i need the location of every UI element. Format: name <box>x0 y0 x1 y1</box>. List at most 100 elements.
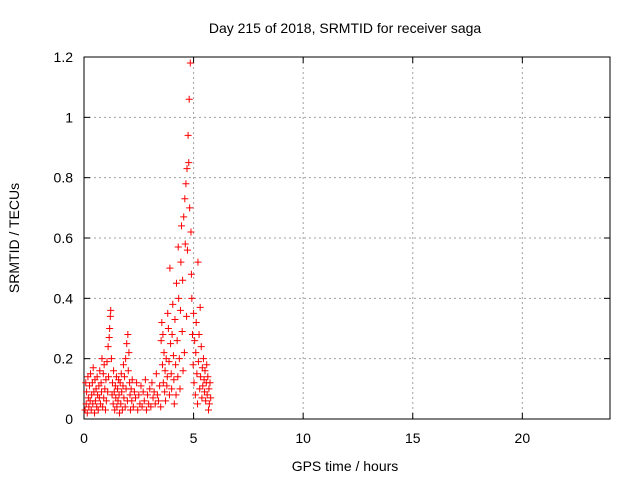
data-point <box>135 391 143 399</box>
data-point <box>172 279 180 287</box>
data-point <box>207 394 215 402</box>
data-point <box>118 406 126 414</box>
data-point <box>122 355 130 363</box>
data-point <box>205 400 213 408</box>
data-point <box>99 370 107 378</box>
data-point <box>125 349 133 357</box>
data-point <box>91 409 99 417</box>
data-point <box>98 355 106 363</box>
data-point <box>193 370 201 378</box>
data-point <box>188 331 196 339</box>
data-point <box>171 315 179 323</box>
data-point <box>180 349 188 357</box>
data-point <box>187 228 195 236</box>
y-tick-label: 0.8 <box>54 170 74 186</box>
data-point <box>183 165 191 173</box>
data-point <box>87 370 95 378</box>
data-point <box>194 258 202 266</box>
data-point <box>198 394 206 402</box>
data-point <box>174 373 182 381</box>
data-point <box>129 403 137 411</box>
data-point <box>159 379 167 387</box>
data-point <box>121 373 129 381</box>
data-point <box>124 331 132 339</box>
data-point <box>165 391 173 399</box>
data-point <box>123 340 131 348</box>
data-point <box>167 370 175 378</box>
data-points <box>81 59 215 417</box>
data-point <box>121 403 129 411</box>
data-point <box>160 349 168 357</box>
data-point <box>176 385 184 393</box>
data-point <box>159 331 167 339</box>
data-point <box>162 397 170 405</box>
data-point <box>126 406 134 414</box>
data-point <box>157 403 165 411</box>
data-point <box>152 370 160 378</box>
data-point <box>188 294 196 302</box>
data-point <box>157 337 165 345</box>
data-point <box>172 361 180 369</box>
data-point <box>162 355 170 363</box>
data-point <box>91 397 99 405</box>
data-point <box>109 400 117 408</box>
data-point <box>142 406 150 414</box>
data-point <box>163 382 171 390</box>
data-point <box>149 394 157 402</box>
data-point <box>164 325 172 332</box>
x-tick-labels: 0 5 10 15 20 <box>80 430 530 446</box>
data-point <box>124 367 132 375</box>
data-point <box>170 376 178 384</box>
chart-title: Day 215 of 2018, SRMTID for receiver sag… <box>209 20 482 36</box>
data-point <box>133 379 141 387</box>
data-point <box>166 264 174 272</box>
data-point <box>204 373 212 381</box>
x-axis-label: GPS time / hours <box>292 458 399 474</box>
data-point <box>116 409 124 417</box>
data-point <box>196 385 204 393</box>
data-point <box>103 358 111 366</box>
data-point <box>195 331 203 339</box>
data-point <box>113 403 121 411</box>
data-point <box>179 367 187 375</box>
data-point <box>94 391 102 399</box>
y-tick-label: 0.2 <box>54 351 74 367</box>
data-point <box>194 358 202 366</box>
data-point <box>85 382 93 390</box>
data-point <box>186 204 194 212</box>
x-tick-label: 20 <box>515 430 531 446</box>
data-point <box>168 385 176 393</box>
data-point <box>137 382 145 390</box>
grid <box>84 57 610 419</box>
data-point <box>150 388 158 396</box>
data-point <box>199 355 207 363</box>
y-axis-label: SRMTID / TECUs <box>6 183 22 293</box>
data-point <box>89 364 97 372</box>
data-point <box>180 213 188 221</box>
data-point <box>172 391 180 399</box>
data-point <box>108 379 116 387</box>
data-point <box>120 394 128 402</box>
y-tick-label: 0.6 <box>54 230 74 246</box>
data-point <box>110 367 118 375</box>
data-point <box>144 391 152 399</box>
data-point <box>107 355 115 363</box>
data-point <box>174 243 182 251</box>
data-point <box>107 306 115 314</box>
data-point <box>183 246 191 254</box>
data-point <box>190 379 198 387</box>
data-point <box>83 409 91 417</box>
data-point <box>163 373 171 381</box>
ticks <box>83 56 610 420</box>
y-tick-label: 0.4 <box>54 290 74 306</box>
data-point <box>132 394 140 402</box>
data-point <box>192 318 200 326</box>
data-point <box>206 379 214 387</box>
data-point <box>168 331 176 339</box>
data-point <box>110 388 118 396</box>
data-point <box>83 388 91 396</box>
data-point <box>165 358 173 366</box>
data-point <box>147 403 155 411</box>
data-point <box>153 391 161 399</box>
data-point <box>116 379 124 387</box>
